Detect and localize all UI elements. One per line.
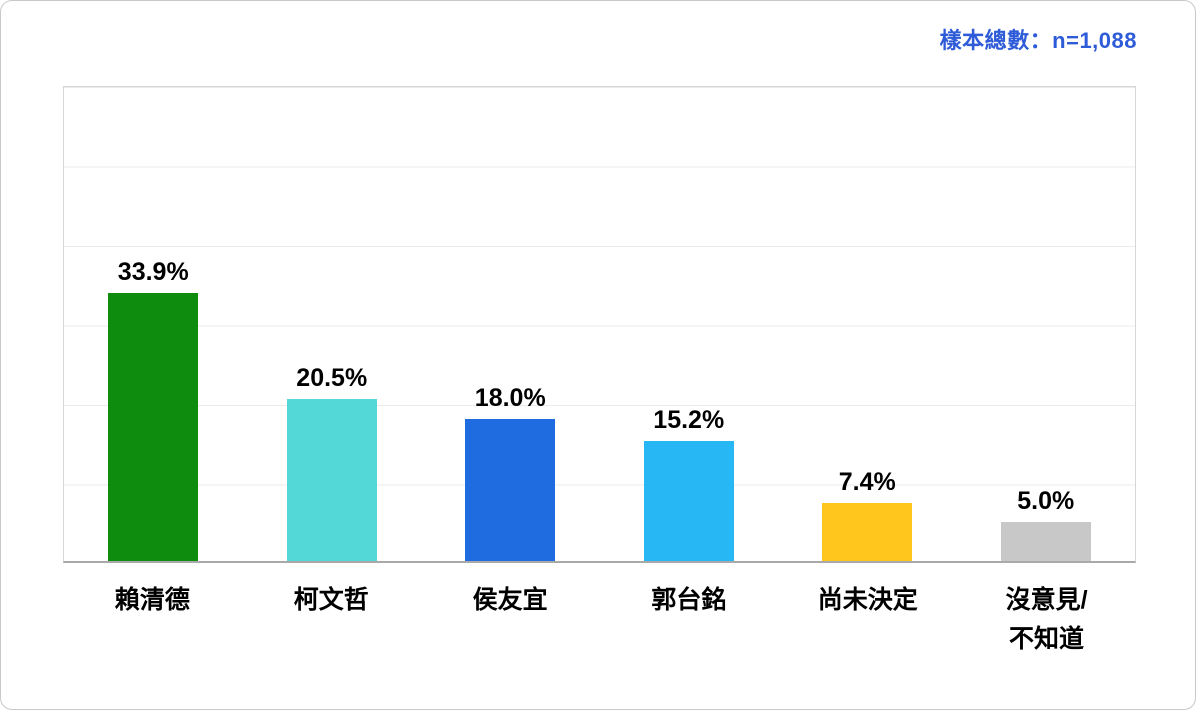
bar: [286, 399, 377, 561]
bar-column: 33.9%: [64, 87, 243, 561]
category-label: 沒意見/ 不知道: [1005, 586, 1088, 653]
bar-column: 20.5%: [243, 87, 422, 561]
bars-container: 33.9% 20.5% 18.0% 15.2% 7.4% 5.0%: [64, 87, 1135, 561]
bar-column: 15.2%: [600, 87, 779, 561]
category-label: 郭台銘: [651, 586, 727, 614]
bar: [465, 418, 556, 561]
category-label: 柯文哲: [293, 586, 369, 614]
bar-value-label: 15.2%: [653, 405, 725, 434]
bar-value-label: 5.0%: [1017, 486, 1075, 515]
bar-column: 7.4%: [778, 87, 957, 561]
bar: [108, 293, 199, 561]
category-label: 尚未決定: [817, 586, 918, 614]
bar: [822, 502, 913, 561]
category-labels-row: 賴清德 柯文哲 侯友宜 郭台銘 尚未決定 沒意見/ 不知道: [63, 581, 1136, 659]
bar-column: 5.0%: [957, 87, 1136, 561]
bar-column: 18.0%: [421, 87, 600, 561]
category-label: 賴清德: [114, 586, 190, 614]
sample-size-note: 樣本總數：n=1,088: [939, 28, 1137, 53]
plot-area: 33.9% 20.5% 18.0% 15.2% 7.4% 5.0%: [63, 86, 1136, 563]
bar-value-label: 33.9%: [117, 258, 189, 287]
bar-value-label: 20.5%: [296, 364, 368, 393]
bar-value-label: 7.4%: [838, 467, 896, 496]
bar: [1000, 521, 1091, 561]
category-label: 侯友宜: [472, 586, 548, 614]
bar: [643, 440, 734, 561]
bar-value-label: 18.0%: [474, 383, 546, 412]
